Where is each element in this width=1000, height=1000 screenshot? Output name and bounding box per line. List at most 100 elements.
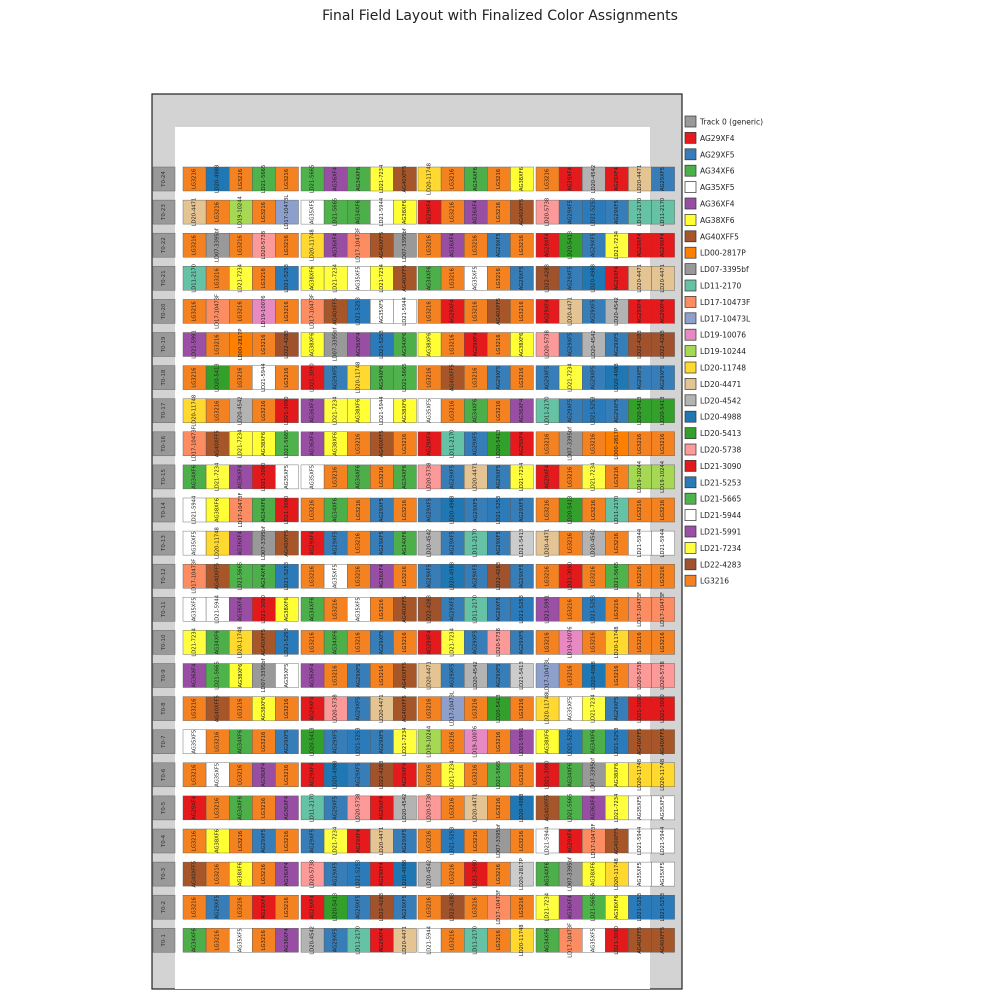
plot-cell-label: AG40XFF5	[402, 166, 408, 193]
track-cell	[152, 663, 176, 688]
plot-cell-label: AG29XF5	[215, 895, 221, 919]
plot-cell-label: LG3216	[215, 268, 221, 288]
plot-cell-label: AG36XF4	[519, 398, 525, 423]
plot-cell-label: AG29XF4	[568, 166, 574, 191]
plot-cell-label: LG3216	[450, 334, 456, 354]
plot-cell-label: LD20-11748	[215, 527, 221, 559]
plot-cell-label: LD11-2170	[450, 430, 456, 459]
plot-cell-label: LG3216	[591, 434, 597, 454]
plot-cell-label: LD20-4988	[591, 264, 597, 293]
plot-cell	[510, 928, 534, 953]
plot-cell-label: AG29XF5	[519, 630, 525, 654]
plot-cell	[510, 795, 534, 821]
legend-swatch	[684, 230, 697, 243]
plot-cell-label: LD11-2170	[473, 595, 479, 624]
plot-cell-label: AG40XFF5	[660, 728, 666, 755]
plot-cell-label: LD20-4542	[310, 926, 316, 955]
plot-cell-label: LD22-4283	[379, 893, 385, 922]
plot-cell-label: LD20-5738	[660, 661, 666, 690]
plot-cell-label: LD21-5944	[637, 528, 643, 557]
plot-cell-label: LG3216	[238, 235, 244, 255]
plot-cell-label: LD20-4471	[473, 794, 479, 823]
plot-cell-label: AG35XF5	[637, 796, 643, 820]
plot-cell-label: LG3216	[473, 831, 479, 851]
plot-cell-label: AG29XF4	[473, 332, 479, 357]
plot-cell-label: LD21-7234	[614, 230, 620, 259]
plot-cell-label: LD22-4283	[450, 893, 456, 922]
plot-cell-label: AG38XF6	[356, 399, 362, 423]
track-label: T0-10	[161, 634, 167, 651]
plot-cell-label: AG29XF5	[379, 498, 385, 522]
legend-label: LD21-5665	[700, 495, 742, 504]
plot-cell-label: LG3216	[215, 401, 221, 421]
plot-cell	[275, 497, 299, 523]
plot-cell-label: LD21-5944	[261, 363, 267, 392]
plot-cell	[393, 166, 417, 192]
plot-cell	[393, 895, 417, 920]
track-label: T0-12	[161, 568, 167, 585]
plot-cell	[510, 497, 534, 523]
plot-cell-label: LG3216	[261, 202, 267, 222]
plot-cell-label: LG3216	[402, 632, 408, 652]
plot-cell-label: LD21-5665	[238, 562, 244, 591]
plot-cell	[651, 597, 675, 622]
track-cell	[152, 861, 176, 887]
plot-cell-label: LD22-4283	[496, 562, 502, 591]
plot-cell-label: LD17-10473F	[496, 890, 502, 925]
plot-cell-label: LD20-4471	[379, 827, 385, 856]
plot-cell-label: LD17-10473L	[450, 691, 456, 726]
plot-cell	[651, 166, 675, 192]
plot-cell-label: LD21-7234	[402, 727, 408, 756]
plot-cell-label: AG29XF4	[310, 696, 316, 721]
track-label: T0-9	[161, 669, 167, 683]
plot-cell-label: LD17-10473F	[637, 592, 643, 627]
plot-cell	[275, 696, 299, 721]
plot-cell-label: LD07-3395bf	[568, 857, 574, 891]
plot-cell-label: AG35XF5	[637, 862, 643, 886]
plot-cell-label: LG3216	[215, 864, 221, 884]
plot-cell-label: LG3216	[379, 599, 385, 619]
plot-cell-label: LG3216	[356, 566, 362, 586]
plot-cell-label: AG36XF4	[238, 464, 244, 489]
track-cell	[152, 266, 176, 291]
legend-label: LD20-5413	[700, 429, 742, 438]
plot-cell-label: AG29XF5	[496, 664, 502, 688]
plot-cell-label: AG34XF6	[356, 167, 362, 191]
track-label: T0-11	[161, 601, 167, 618]
plot-cell-label: AG29XF5	[568, 266, 574, 290]
plot-cell-label: LD21-7234	[238, 429, 244, 458]
legend-swatch	[684, 164, 697, 177]
plot-cell	[510, 696, 534, 721]
plot-cell-label: LD20-5738	[356, 794, 362, 823]
plot-cell-label: LD21-5253	[356, 860, 362, 889]
legend-label: LD19-10076	[700, 331, 746, 340]
plot-cell-label: AG34XF6	[238, 796, 244, 820]
plot-cell-label: AG34XF6	[545, 862, 551, 886]
plot-cell-label: LG3216	[614, 665, 620, 685]
plot-cell-label: LD20-11748	[427, 163, 433, 195]
plot-cell-label: AG38XF6	[215, 498, 221, 522]
plot-cell-label: AG29XF5	[427, 564, 433, 588]
plot-cell-label: AG29XF5	[496, 597, 502, 621]
plot-cell-label: LD20-4471	[192, 198, 198, 227]
plot-cell-label: LG3216	[496, 864, 502, 884]
plot-cell-label: LD21-7234	[591, 462, 597, 491]
plot-cell-label: LG3216	[215, 732, 221, 752]
plot-cell-label: LD21-7234	[591, 694, 597, 723]
plot-cell-label: LG3216	[568, 599, 574, 619]
plot-cell-label: LD11-2170	[545, 396, 551, 425]
plot-cell-label: LD21-5944	[379, 197, 385, 226]
plot-cell-label: LD11-2170	[192, 264, 198, 293]
plot-cell-label: AG40XFF5	[284, 530, 290, 557]
plot-cell-label: LD11-2170	[660, 198, 666, 227]
plot-cell-label: LG3216	[379, 665, 385, 685]
plot-cell	[393, 464, 417, 490]
plot-cell-label: AG34XF6	[402, 531, 408, 555]
legend-label: AG29XF5	[700, 150, 735, 159]
plot-cell	[275, 530, 299, 556]
plot-cell-label: LG3216	[379, 467, 385, 487]
plot-cell-label: AG29XF5	[496, 233, 502, 257]
plot-cell-label: AG34XF6	[215, 630, 221, 654]
plot-cell-label: AG35XF5	[192, 531, 198, 555]
plot-cell-label: LG3216	[473, 699, 479, 719]
